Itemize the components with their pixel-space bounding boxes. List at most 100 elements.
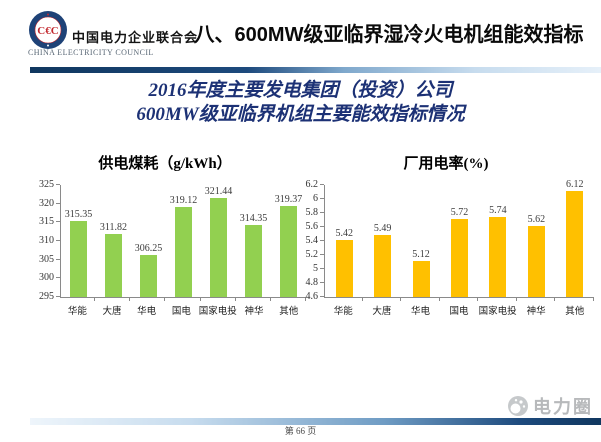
bar-value-label: 5.42: [335, 227, 353, 239]
y-tick-mark: [320, 184, 324, 185]
x-tick-mark: [517, 298, 556, 301]
coal-consumption-chart: 供电煤耗（g/kWh） 295 300 305 310 315 320 325 315.35…: [24, 152, 306, 317]
y-tick-label: 310: [39, 235, 54, 246]
subtitle-banner: 2016年度主要发电集团（投资）公司 600MW级亚临界机组主要能效指标情况: [0, 79, 601, 127]
bar-slot: 314.35: [236, 185, 271, 297]
y-tick-mark: [320, 226, 324, 227]
y-tick-label: 300: [39, 272, 54, 284]
bar: [335, 239, 353, 297]
bar-value-label: 311.82: [99, 222, 128, 234]
x-axis-label: 华电: [137, 307, 157, 317]
y-tick-label: 305: [39, 253, 54, 265]
bar-value-label: 5.62: [527, 213, 546, 225]
x-axis-label: 其他: [279, 307, 299, 317]
y-tick-label: 6.2: [305, 179, 319, 190]
y-tick-mark: [56, 296, 60, 297]
x-tick-mark: [165, 298, 201, 301]
watermark-text: 电力圈: [533, 397, 593, 417]
bar: [280, 206, 297, 297]
bar-value-label: 314.35: [239, 212, 268, 224]
x-axis-label: 大唐: [102, 307, 122, 317]
bar-slot: 5.72: [440, 185, 478, 297]
bar: [527, 225, 545, 297]
y-tick-label: 325: [39, 179, 54, 190]
x-axis-label: 华能: [67, 307, 87, 317]
y-tick-mark: [320, 212, 324, 213]
chart-title: 厂用电率(%): [403, 156, 489, 172]
y-axis: 295 300 305 310 315 320 325: [24, 180, 60, 302]
y-tick-label: 320: [39, 197, 54, 209]
org-name-en: CHINA ELECTRICITY COUNCIL: [28, 48, 154, 57]
banner-line-1: 2016年度主要发电集团（投资）公司: [148, 80, 453, 101]
org-name-cn: 中国电力企业联合会: [72, 30, 199, 45]
page-number: 第 66 页: [284, 426, 317, 436]
slide-title: 八、600MW级亚临界湿冷火电机组能效指标: [194, 24, 584, 46]
y-tick-label: 295: [39, 291, 54, 302]
y-tick-mark: [320, 268, 324, 269]
x-axis-label: 华电: [410, 307, 430, 317]
bar: [412, 260, 430, 297]
bar-slot: 319.37: [271, 185, 306, 297]
bar-slot: 306.25: [131, 185, 166, 297]
x-labels: 华能 大唐 华电 国电 国家电投 神华 其他: [60, 301, 306, 317]
bar: [566, 190, 584, 297]
y-tick-mark: [56, 202, 60, 204]
y-tick-label: 4.8: [305, 277, 319, 288]
bar: [374, 234, 392, 297]
bar: [450, 218, 468, 297]
dianliquan-logo-icon: [508, 396, 528, 416]
y-tick-label: 5.2: [305, 249, 319, 260]
y-tick-mark: [320, 282, 324, 283]
x-ticks: [324, 298, 595, 301]
bar-value-label: 5.74: [489, 205, 507, 217]
x-axis-label: 其他: [565, 307, 585, 317]
chart-title: 供电煤耗（g/kWh）: [98, 156, 232, 172]
bar-slot: 321.44: [201, 185, 236, 297]
x-labels: 华能 大唐 华电 国电 国家电投 神华 其他: [324, 301, 594, 317]
x-ticks: [60, 298, 306, 301]
bar: [210, 198, 227, 297]
y-tick-mark: [56, 240, 60, 241]
y-tick-label: 5.6: [305, 221, 319, 232]
bar-value-label: 5.49: [373, 222, 392, 234]
x-tick-mark: [95, 298, 131, 301]
y-tick-label: 315: [39, 216, 54, 228]
bar-slot: 5.74: [479, 185, 517, 297]
x-tick-mark: [324, 298, 363, 301]
bar: [175, 206, 192, 297]
bar-value-label: 315.35: [64, 209, 93, 221]
x-tick-mark: [271, 298, 306, 301]
bar-value-label: 306.25: [134, 243, 163, 254]
bar: [245, 224, 262, 297]
x-axis-label: 神华: [526, 307, 546, 317]
y-tick-label: 5.8: [305, 207, 319, 218]
bar-slot: 315.35: [61, 185, 96, 297]
y-tick-label: 6: [313, 193, 318, 204]
y-tick-mark: [56, 184, 60, 185]
banner-line-2: 600MW级亚临界机组主要能效指标情况: [136, 104, 465, 125]
bar-value-label: 319.37: [274, 194, 303, 206]
bar-value-label: 6.12: [565, 178, 584, 190]
x-tick-mark: [130, 298, 166, 301]
x-axis-label: 国家电投: [478, 307, 517, 317]
bar-value-label: 5.72: [450, 206, 469, 218]
y-tick-mark: [320, 296, 324, 297]
y-tick-mark: [320, 240, 324, 241]
y-tick-mark: [56, 258, 60, 260]
x-tick-mark: [440, 298, 479, 301]
x-tick-mark: [60, 298, 96, 301]
bottom-divider-rule: [30, 418, 601, 425]
y-axis: 4.6 4.8 5 5.2 5.4 5.6 5.8 6 6.2: [298, 180, 324, 302]
x-axis-label: 华能: [333, 307, 353, 317]
bar: [70, 221, 87, 297]
bar-slot: 311.82: [96, 185, 131, 297]
bar: [489, 217, 507, 297]
x-tick-mark: [478, 298, 517, 301]
bar-value-label: 5.12: [412, 248, 430, 260]
x-tick-mark: [401, 298, 440, 301]
x-tick-mark: [363, 298, 402, 301]
y-tick-mark: [320, 254, 324, 255]
bar-value-label: 319.12: [169, 194, 198, 206]
bar-slot: 6.12: [556, 179, 594, 297]
